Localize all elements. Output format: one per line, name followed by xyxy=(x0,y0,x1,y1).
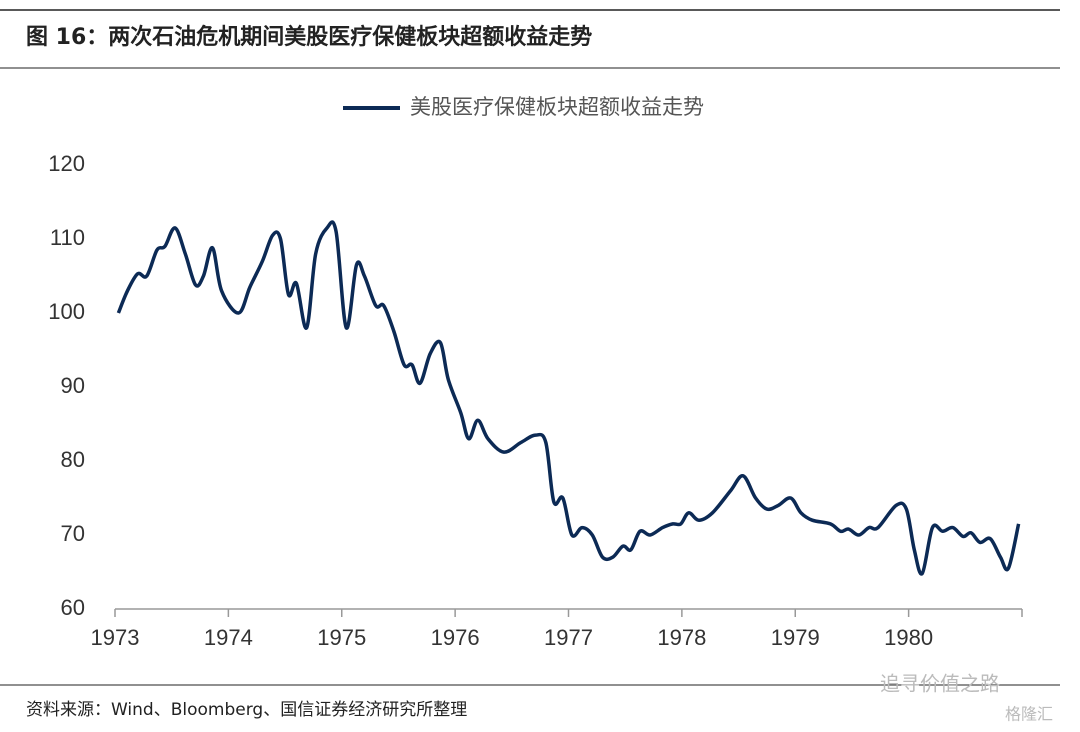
y-tick-label: 90 xyxy=(61,373,85,398)
x-tick-label: 1974 xyxy=(204,625,253,650)
y-tick-label: 100 xyxy=(48,299,85,324)
x-tick-label: 1978 xyxy=(657,625,706,650)
x-tick-label: 1975 xyxy=(317,625,366,650)
y-tick-label: 80 xyxy=(61,447,85,472)
x-tick-label: 1980 xyxy=(884,625,933,650)
y-tick-label: 70 xyxy=(61,521,85,546)
watermark: 格隆汇 xyxy=(1005,705,1053,724)
x-tick-label: 1976 xyxy=(431,625,480,650)
chart-title: 图 16：两次石油危机期间美股医疗保健板块超额收益走势 xyxy=(26,24,592,50)
line xyxy=(116,220,1021,576)
y-tick-label: 60 xyxy=(61,595,85,620)
y-tick-label: 110 xyxy=(50,225,85,250)
x-tick-label: 1977 xyxy=(544,625,593,650)
watermark: 追寻价值之路 xyxy=(880,672,1000,696)
x-tick-label: 1979 xyxy=(771,625,820,650)
y-tick-label: 120 xyxy=(48,151,85,176)
x-tick-label: 1973 xyxy=(91,625,140,650)
legend-label: 美股医疗保健板块超额收益走势 xyxy=(410,95,704,119)
source: 资料来源：Wind、Bloomberg、国信证券经济研究所整理 xyxy=(26,700,467,720)
